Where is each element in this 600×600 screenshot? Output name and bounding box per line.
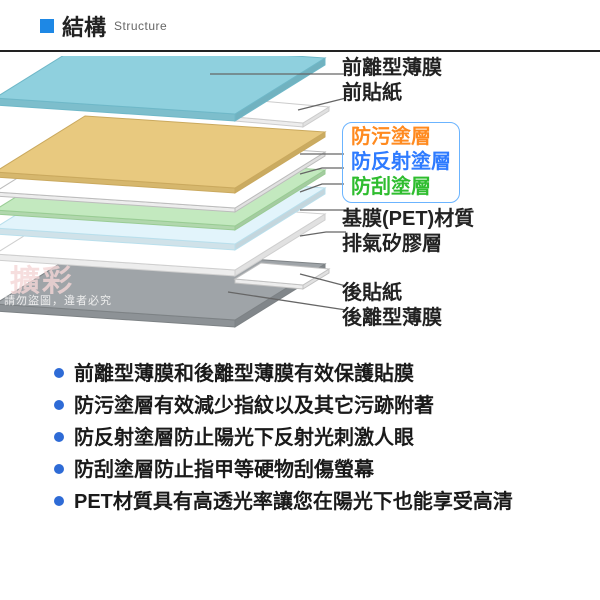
label-anti-reflect: 防反射塗層: [351, 150, 451, 175]
bullet-text: PET材質具有高透光率讓您在陽光下也能享受高清: [74, 488, 513, 516]
bullet-text: 防污塗層有效減少指紋以及其它污跡附著: [74, 392, 434, 420]
label-back-sticker: 後貼紙: [342, 281, 572, 306]
bullet-row: 前離型薄膜和後離型薄膜有效保護貼膜: [54, 360, 570, 388]
bullet-dot-icon: [54, 432, 64, 442]
bullet-row: 防反射塗層防止陽光下反射光刺激人眼: [54, 424, 570, 452]
bullet-text: 防反射塗層防止陽光下反射光刺激人眼: [74, 424, 414, 452]
layer-labels: 前離型薄膜 前貼紙 防污塗層 防反射塗層 防刮塗層 基膜(PET)材質 排氣矽膠…: [342, 56, 572, 331]
bullet-dot-icon: [54, 368, 64, 378]
label-silicone: 排氣矽膠層: [342, 232, 572, 257]
label-front-sticker: 前貼紙: [342, 81, 572, 106]
label-back-film: 後離型薄膜: [342, 306, 572, 331]
bullet-dot-icon: [54, 464, 64, 474]
label-anti-stain: 防污塗層: [351, 125, 451, 150]
label-anti-scratch: 防刮塗層: [351, 175, 451, 200]
bullet-row: 防刮塗層防止指甲等硬物刮傷螢幕: [54, 456, 570, 484]
accent-square-icon: [40, 19, 54, 33]
bullet-text: 前離型薄膜和後離型薄膜有效保護貼膜: [74, 360, 414, 388]
bullet-row: PET材質具有高透光率讓您在陽光下也能享受高清: [54, 488, 570, 516]
watermark-small: 請勿盜圖，違者必究: [4, 292, 112, 308]
bullet-dot-icon: [54, 400, 64, 410]
bullet-row: 防污塗層有效減少指紋以及其它污跡附著: [54, 392, 570, 420]
label-front-film: 前離型薄膜: [342, 56, 572, 81]
bullet-text: 防刮塗層防止指甲等硬物刮傷螢幕: [74, 456, 374, 484]
bullet-dot-icon: [54, 496, 64, 506]
header-zh: 結構: [62, 10, 106, 42]
layer-diagram: 擴彩 請勿盜圖，違者必究 前離型薄膜 前貼紙 防污塗層 防反射塗層 防刮塗層 基…: [0, 56, 600, 346]
feature-bullets: 前離型薄膜和後離型薄膜有效保護貼膜防污塗層有效減少指紋以及其它污跡附著防反射塗層…: [0, 346, 600, 540]
section-header: 結構 Structure: [0, 0, 600, 52]
label-pet: 基膜(PET)材質: [342, 207, 572, 232]
coating-group: 防污塗層 防反射塗層 防刮塗層: [342, 122, 460, 203]
header-en: Structure: [114, 19, 167, 33]
